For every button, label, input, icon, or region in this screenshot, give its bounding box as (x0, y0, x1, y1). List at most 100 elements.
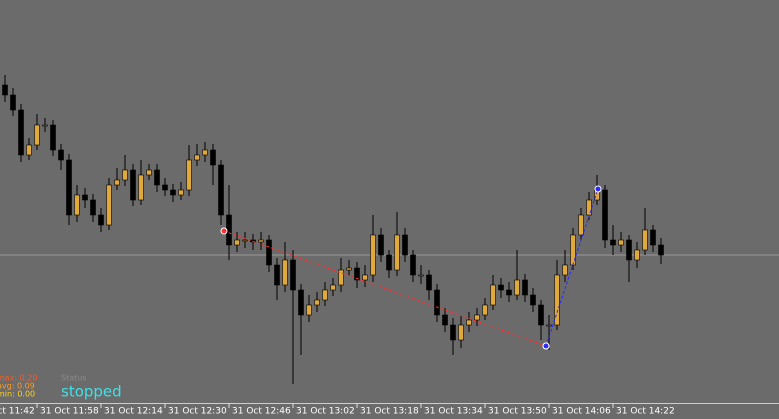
candle-body (586, 199, 592, 216)
status-label: Status (61, 374, 87, 383)
candle-body (178, 189, 184, 196)
candle-body (562, 264, 568, 276)
candle-body (106, 184, 112, 226)
candle-body (282, 259, 288, 286)
candle-body (482, 304, 488, 316)
candle-body (578, 214, 584, 236)
x-tick-label: 31 Oct 12:46 (232, 407, 291, 417)
candle-body (90, 199, 96, 216)
candle-body (146, 169, 152, 176)
candle-body (194, 154, 200, 161)
candle-body (258, 239, 264, 243)
candle-body (58, 149, 64, 161)
candle-body (402, 234, 408, 256)
candle-body (42, 124, 48, 127)
status-value: stopped (61, 383, 122, 401)
candle-body (434, 289, 440, 316)
candle-body (130, 169, 136, 201)
x-tick-label: 31 Oct 13:50 (488, 407, 547, 417)
candle-body (618, 239, 624, 246)
candle-body (410, 254, 416, 276)
x-tick-label: 31 Oct 14:22 (616, 407, 675, 417)
candle-body (186, 159, 192, 191)
candle-body (418, 274, 424, 277)
x-tick-label: 31 Oct 13:34 (424, 407, 483, 417)
x-tick-label: 31 Oct 13:02 (296, 407, 355, 417)
x-tick-label: 31 Oct 11:42 (0, 407, 35, 417)
candle-body (466, 319, 472, 326)
candle-body (234, 239, 240, 246)
candle-body (98, 214, 104, 226)
candle-body (338, 269, 344, 286)
x-tick-label: 31 Oct 11:58 (40, 407, 99, 417)
candle-body (370, 234, 376, 276)
candle-body (538, 304, 544, 326)
candle-body (362, 274, 368, 281)
candle-body (634, 249, 640, 261)
candle-body (154, 169, 160, 186)
candle-body (474, 314, 480, 321)
candle-body (138, 174, 144, 201)
info-line: avg: 0.09 (0, 382, 35, 391)
candle-body (626, 239, 632, 261)
candle-body (354, 267, 360, 281)
trade-marker (594, 185, 602, 193)
candle-body (514, 279, 520, 296)
candle-body (34, 124, 40, 146)
candle-body (274, 264, 280, 286)
candle-body (650, 229, 656, 246)
candle-body (242, 239, 248, 242)
x-tick-label: 31 Oct 13:18 (360, 407, 419, 417)
candle-body (658, 244, 664, 256)
trade-line (545, 188, 599, 347)
candle-body (298, 289, 304, 316)
info-line: max: 0.20 (0, 374, 37, 383)
candle-body (490, 284, 496, 306)
candle-body (122, 169, 128, 181)
candle-body (610, 239, 616, 246)
candle-body (210, 149, 216, 166)
candle-body (82, 194, 88, 201)
candle-body (498, 284, 504, 291)
x-tick-label: 31 Oct 12:14 (104, 407, 163, 417)
candle-body (306, 304, 312, 316)
candle-body (506, 289, 512, 296)
x-tick-label: 31 Oct 12:30 (168, 407, 227, 417)
candle-body (18, 109, 24, 156)
candle-body (66, 159, 72, 216)
candle-body (50, 124, 56, 151)
candle-body (346, 267, 352, 271)
x-tick-label: 31 Oct 14:06 (552, 407, 611, 417)
candle-body (642, 229, 648, 251)
candle-body (314, 299, 320, 306)
candle-body (266, 239, 272, 266)
candle-body (458, 324, 464, 341)
candle-body (602, 189, 608, 241)
candle-body (114, 179, 120, 186)
candle-body (202, 149, 208, 156)
candle-body (546, 324, 552, 327)
candle-body (554, 274, 560, 326)
candle-body (442, 314, 448, 326)
candle-body (10, 94, 16, 111)
candle-body (2, 84, 8, 96)
candle-body (74, 194, 80, 216)
candle-body (386, 254, 392, 271)
candle-body (522, 279, 528, 296)
candle-body (26, 144, 32, 156)
candle-body (426, 274, 432, 291)
candle-body (170, 189, 176, 196)
candle-body (378, 234, 384, 256)
candle-body (394, 234, 400, 271)
candle-body (330, 284, 336, 291)
candle-body (218, 164, 224, 216)
candle-body (530, 294, 536, 306)
trade-line (223, 230, 547, 347)
candle-body (162, 184, 168, 191)
trade-marker (220, 227, 228, 235)
trade-marker (542, 342, 550, 350)
info-line: min: 0.00 (0, 390, 35, 399)
candle-body (322, 289, 328, 301)
